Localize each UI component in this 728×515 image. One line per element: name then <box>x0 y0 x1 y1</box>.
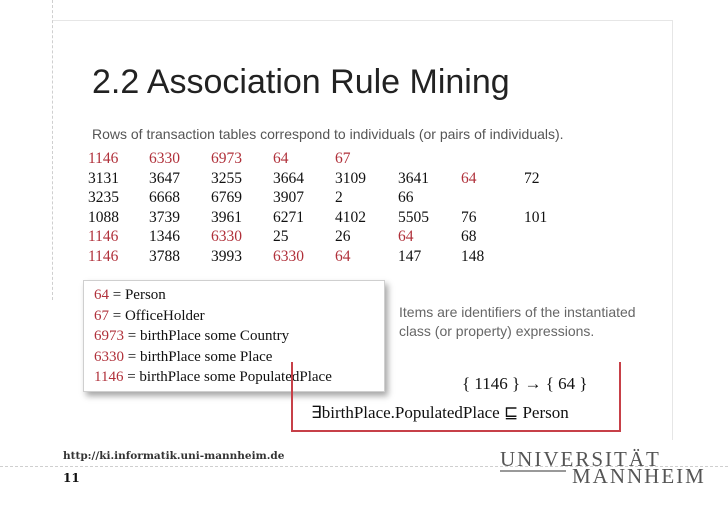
transaction-item: 6330 <box>149 150 180 167</box>
legend-entry: 6330 = birthPlace some Place <box>94 349 272 366</box>
transaction-item: 6668 <box>149 189 180 206</box>
legend-item-id: 6330 <box>94 348 124 365</box>
transaction-item: 64 <box>273 150 289 167</box>
transaction-item: 64 <box>398 228 414 245</box>
legend-entry: 67 = OfficeHolder <box>94 308 205 325</box>
transaction-item: 1146 <box>88 228 119 245</box>
footer-url[interactable]: http://ki.informatik.uni-mannheim.de <box>63 450 285 462</box>
transaction-item: 1346 <box>149 228 180 245</box>
legend-item-id: 64 <box>94 287 109 303</box>
transaction-item: 64 <box>335 247 351 265</box>
transaction-item: 3993 <box>211 247 242 265</box>
legend-item-text: = Person <box>109 287 166 303</box>
transaction-item: 3131 <box>88 169 119 187</box>
rule-axiom: ∃birthPlace.PopulatedPlace ⊑ Person <box>311 403 569 422</box>
transaction-item: 6769 <box>211 189 242 206</box>
transaction-item: 3739 <box>149 208 180 226</box>
transaction-item: 1146 <box>88 150 119 167</box>
legend-entry: 64 = Person <box>94 287 166 304</box>
guide-line-vertical <box>52 0 53 300</box>
transaction-item: 3255 <box>211 169 242 187</box>
page-number: 11 <box>63 471 80 485</box>
frame-line-top <box>53 20 673 21</box>
transaction-item: 6271 <box>273 208 304 226</box>
item-legend: 64 = Person 67 = OfficeHolder 6973 = birth… <box>83 280 385 392</box>
rule-box <box>291 362 621 432</box>
frame-line-right <box>672 20 673 440</box>
legend-item-id: 6973 <box>94 328 124 344</box>
transaction-item: 3109 <box>335 169 366 187</box>
transaction-item: 72 <box>524 169 540 187</box>
guide-line-horizontal <box>0 466 728 467</box>
transaction-item: 5505 <box>398 208 429 226</box>
legend-item-id: 67 <box>94 307 109 324</box>
transaction-item: 26 <box>335 228 351 245</box>
transaction-item: 147 <box>398 247 422 265</box>
transaction-item: 148 <box>461 247 485 265</box>
transaction-item: 2 <box>335 189 343 206</box>
transaction-item: 3647 <box>149 169 180 187</box>
university-logo-bottom: MANNHEIM <box>572 464 706 488</box>
transaction-item: 67 <box>335 150 351 167</box>
transaction-item: 3235 <box>88 189 119 206</box>
slide-title: 2.2 Association Rule Mining <box>92 63 510 101</box>
university-logo-top: UNIVERSITÄT <box>500 447 661 471</box>
transaction-item: 4102 <box>335 208 366 226</box>
legend-item-id: 1146 <box>94 369 124 385</box>
transaction-item: 1088 <box>88 208 119 226</box>
legend-item-text: = birthPlace some PopulatedPlace <box>123 369 332 385</box>
transaction-item: 68 <box>461 228 477 245</box>
legend-entry: 1146 = birthPlace some PopulatedPlace <box>94 369 332 386</box>
transaction-item: 101 <box>524 208 548 226</box>
transaction-item: 3641 <box>398 169 429 187</box>
logo-bar <box>500 470 566 472</box>
transaction-item: 3907 <box>273 189 304 206</box>
transaction-item: 3664 <box>273 169 304 187</box>
transaction-item: 6973 <box>211 150 242 167</box>
transaction-item: 76 <box>461 208 477 226</box>
transaction-item: 3961 <box>211 208 242 226</box>
legend-item-text: = birthPlace some Country <box>124 328 290 344</box>
rule-implication: { 1146 } → { 64 } <box>462 374 588 393</box>
slide-subtitle: Rows of transaction tables correspond to… <box>92 126 564 142</box>
transaction-item: 6330 <box>211 228 242 245</box>
transaction-item: 64 <box>461 169 477 187</box>
legend-entry: 6973 = birthPlace some Country <box>94 328 289 345</box>
legend-item-text: = OfficeHolder <box>109 307 205 324</box>
transaction-item: 25 <box>273 228 289 245</box>
transaction-item: 66 <box>398 189 414 206</box>
items-note: Items are identifiers of the instantiate… <box>399 304 636 339</box>
transaction-item: 6330 <box>273 247 304 265</box>
transaction-item: 1146 <box>88 247 119 265</box>
transaction-item: 3788 <box>149 247 180 265</box>
legend-item-text: = birthPlace some Place <box>124 348 273 365</box>
